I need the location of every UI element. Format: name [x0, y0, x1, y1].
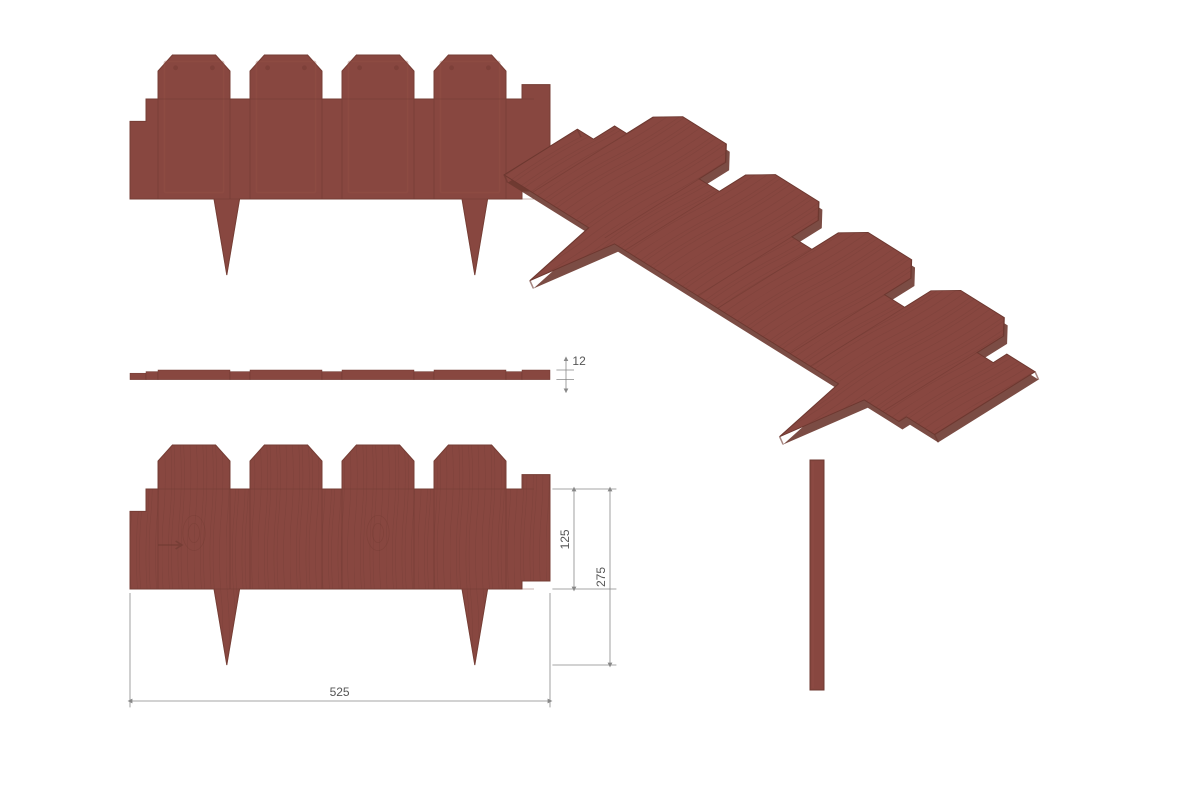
edge-segment	[434, 370, 506, 380]
edge-segment	[342, 370, 414, 380]
edge-segment	[130, 373, 146, 379]
edge-segment	[322, 372, 342, 380]
edge-segment	[230, 372, 250, 380]
rivet	[357, 65, 362, 70]
fence-silhouette	[130, 55, 550, 275]
view-front-plain	[130, 55, 550, 275]
rivet	[210, 65, 215, 70]
fence-silhouette	[130, 445, 550, 665]
rivet	[486, 65, 491, 70]
dim-thickness-label: 12	[572, 354, 586, 368]
edge-segment	[522, 370, 550, 380]
rivet	[449, 65, 454, 70]
rivet	[394, 65, 399, 70]
rivet	[302, 65, 307, 70]
edge-segment	[146, 372, 158, 380]
edge-segment	[506, 372, 522, 380]
edge-segment	[414, 372, 434, 380]
side-profile	[810, 460, 824, 690]
rivet	[265, 65, 270, 70]
rivet	[173, 65, 178, 70]
dim-panel-height-label: 125	[558, 529, 572, 549]
edge-segment	[158, 370, 230, 380]
view-top-edge: 12	[130, 354, 586, 391]
view-side-strip	[810, 460, 824, 690]
edge-segment	[250, 370, 322, 380]
dim-width-label: 525	[330, 685, 350, 699]
view-front-textured: 525 125 275	[130, 445, 616, 707]
dim-full-height-label: 275	[594, 567, 608, 587]
